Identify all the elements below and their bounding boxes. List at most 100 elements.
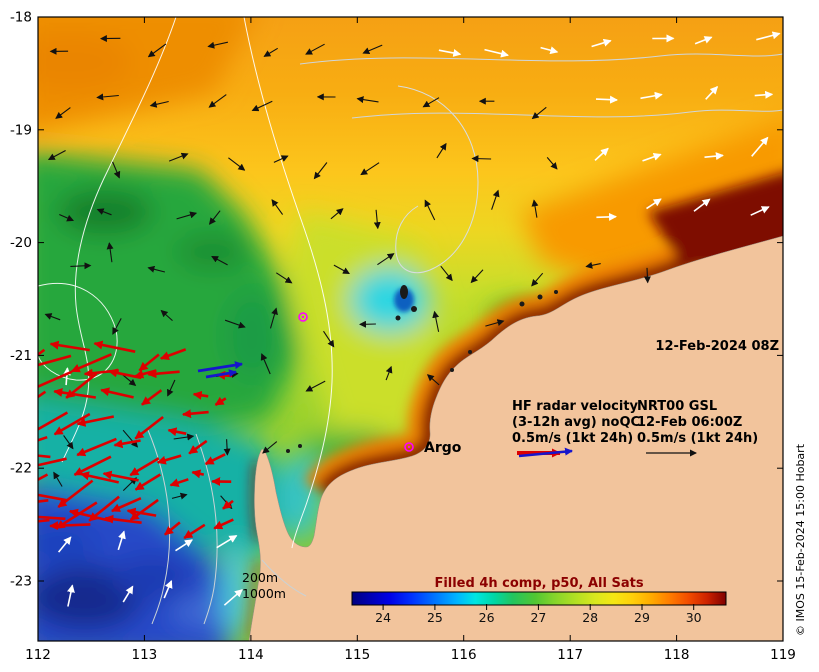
colorbar-tick-label: 25	[427, 610, 443, 625]
hf-radar-vector	[110, 497, 142, 513]
y-tick-label: -20	[10, 235, 32, 251]
current-vector	[208, 210, 221, 225]
current-vector	[59, 213, 75, 222]
colorbar-title: Filled 4h comp, p50, All Sats	[434, 576, 643, 591]
current-vector	[424, 199, 436, 221]
current-vector	[121, 373, 137, 387]
current-vector	[362, 44, 383, 54]
hf-radar-vector	[53, 388, 96, 399]
hf-radar-vector	[38, 473, 49, 482]
hf-legend-line2b: 12-Feb 06:00Z	[637, 415, 742, 430]
current-vector	[106, 242, 114, 263]
float-marker-dot	[301, 315, 305, 319]
current-vector	[269, 307, 278, 329]
detail-patches	[394, 288, 414, 312]
hf-radar-vector	[38, 370, 73, 388]
current-vector	[262, 441, 278, 454]
hf-radar-vector	[38, 354, 72, 367]
x-tick-label: 118	[664, 647, 690, 663]
current-vector	[333, 264, 350, 274]
island	[554, 290, 558, 294]
plot-area	[38, 17, 783, 641]
current-vector	[422, 97, 440, 108]
hf-radar-vector	[183, 523, 206, 540]
current-vector	[313, 162, 328, 180]
island	[450, 368, 454, 372]
sst-blob	[112, 556, 192, 600]
current-vector	[173, 433, 195, 441]
hf-radar-vector	[222, 499, 234, 510]
hf-radar-vector	[93, 340, 136, 353]
hf-radar-vector	[70, 353, 112, 373]
current-vector	[112, 318, 122, 335]
bathymetry-contour	[38, 282, 118, 381]
hf-radar-vector	[38, 411, 69, 431]
current-vector	[323, 330, 335, 348]
current-vector	[271, 199, 284, 215]
islands	[286, 285, 558, 453]
current-vector	[163, 579, 173, 599]
current-vector	[251, 100, 273, 112]
current-vector	[756, 31, 781, 41]
hf-radar-vector	[80, 471, 119, 484]
sst-blob	[350, 268, 430, 332]
current-vector	[96, 208, 112, 216]
current-vector	[438, 49, 462, 57]
current-vector	[122, 429, 139, 448]
current-vector	[531, 199, 539, 218]
current-vector	[751, 136, 769, 157]
y-tick-label: -19	[10, 122, 32, 138]
x-tick-label: 115	[344, 647, 370, 663]
colorbar-tick-label: 27	[530, 610, 546, 625]
colorbar-tick-label: 26	[479, 610, 495, 625]
datetime-label: 12-Feb-2024 08Z	[655, 339, 779, 354]
hf-radar-vector	[188, 439, 208, 455]
current-vector	[207, 41, 229, 49]
current-vector	[55, 107, 71, 119]
current-vector	[531, 106, 547, 120]
hf-radar-vector	[49, 521, 91, 531]
current-vector	[426, 374, 440, 386]
current-vector	[147, 43, 167, 58]
bathymetry-contour	[147, 429, 171, 625]
hf-radar-vector	[169, 478, 189, 487]
current-vector	[432, 310, 440, 332]
colorbar-tick-label: 24	[375, 610, 391, 625]
current-vector	[149, 100, 169, 108]
current-vector	[122, 585, 134, 603]
hf-radar-vector	[213, 518, 234, 530]
current-vector	[112, 161, 121, 179]
hf-radar-vector	[53, 412, 91, 436]
x-tick-label: 112	[25, 647, 51, 663]
hf-radar-vector	[104, 514, 142, 524]
current-vector	[596, 212, 617, 221]
hf-legend-line2a: (3-12h avg) noQC	[512, 415, 640, 430]
sst-blob	[38, 32, 132, 92]
sst-blob	[38, 397, 292, 560]
hf-radar-vector	[204, 453, 226, 466]
hf-radar-vector	[113, 439, 141, 449]
sst-blob	[176, 234, 248, 270]
y-tick-label: -18	[10, 10, 32, 26]
x-tick-label: 119	[770, 647, 796, 663]
current-vector	[531, 272, 544, 287]
current-vector	[167, 379, 176, 397]
hf-legend-line1b: NRT00 GSL	[637, 399, 717, 414]
hf-radar-vector	[38, 518, 50, 523]
current-vector	[693, 198, 711, 212]
axis-layer: 112 113 114 115 116 117 118 119 -18 -19 -20 -21 -22 -…	[10, 10, 796, 664]
x-tick-label: 117	[557, 647, 583, 663]
hf-legend: HF radar velocity NRT00 GSL (3-12h avg) …	[512, 399, 758, 458]
hf-radar-vector	[76, 415, 115, 427]
hf-radar-vector	[129, 498, 159, 521]
hf-legend-line3b: 0.5m/s (1kt 24h)	[637, 431, 758, 446]
current-vector	[385, 365, 393, 381]
current-vector	[223, 439, 231, 456]
island	[400, 285, 408, 299]
current-vector	[57, 536, 72, 553]
current-vector	[275, 272, 293, 284]
colorbar-ticks: 24 25 26 27 28 29 30	[375, 604, 702, 625]
hf-radar-vector	[192, 390, 209, 400]
island	[537, 294, 543, 300]
x-tick-label: 116	[451, 647, 477, 663]
